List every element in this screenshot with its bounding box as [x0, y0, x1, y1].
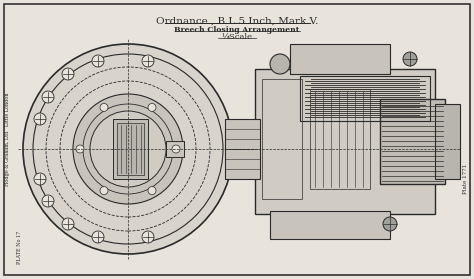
Bar [117, 123, 144, 175]
Bar [290, 44, 390, 74]
Circle shape [100, 187, 108, 194]
Circle shape [90, 111, 166, 187]
Circle shape [42, 91, 54, 103]
Text: ¼Scale: ¼Scale [221, 33, 253, 41]
Text: Hodge & Graham, Ltd   Little London: Hodge & Graham, Ltd Little London [6, 92, 10, 186]
Circle shape [42, 195, 54, 207]
Bar [300, 76, 430, 121]
Bar [166, 141, 184, 157]
Bar [270, 211, 390, 239]
Circle shape [403, 52, 417, 66]
Circle shape [92, 55, 104, 67]
Circle shape [148, 104, 156, 111]
Circle shape [116, 137, 140, 161]
Text: PLATE No 17: PLATE No 17 [18, 231, 22, 264]
Bar [380, 99, 445, 184]
Circle shape [124, 145, 132, 153]
Text: Breech Closing Arrangement: Breech Closing Arrangement [174, 26, 300, 34]
Circle shape [92, 231, 104, 243]
Bar [310, 89, 370, 189]
Circle shape [34, 173, 46, 185]
Circle shape [142, 55, 154, 67]
Bar [225, 119, 260, 179]
Circle shape [62, 218, 74, 230]
Circle shape [172, 145, 180, 153]
Bar [262, 79, 302, 199]
Bar [113, 119, 148, 179]
Bar [435, 104, 460, 179]
Circle shape [148, 187, 156, 194]
Circle shape [142, 231, 154, 243]
Circle shape [23, 44, 233, 254]
Text: Ordnance , B.L.5 Inch, Mark V.: Ordnance , B.L.5 Inch, Mark V. [156, 17, 318, 26]
Circle shape [270, 54, 290, 74]
Circle shape [62, 68, 74, 80]
Circle shape [34, 113, 46, 125]
Bar [255, 69, 435, 214]
Circle shape [76, 145, 84, 153]
Circle shape [73, 94, 183, 204]
Text: Plate 1771: Plate 1771 [464, 164, 468, 194]
Circle shape [383, 217, 397, 231]
Circle shape [100, 104, 108, 111]
